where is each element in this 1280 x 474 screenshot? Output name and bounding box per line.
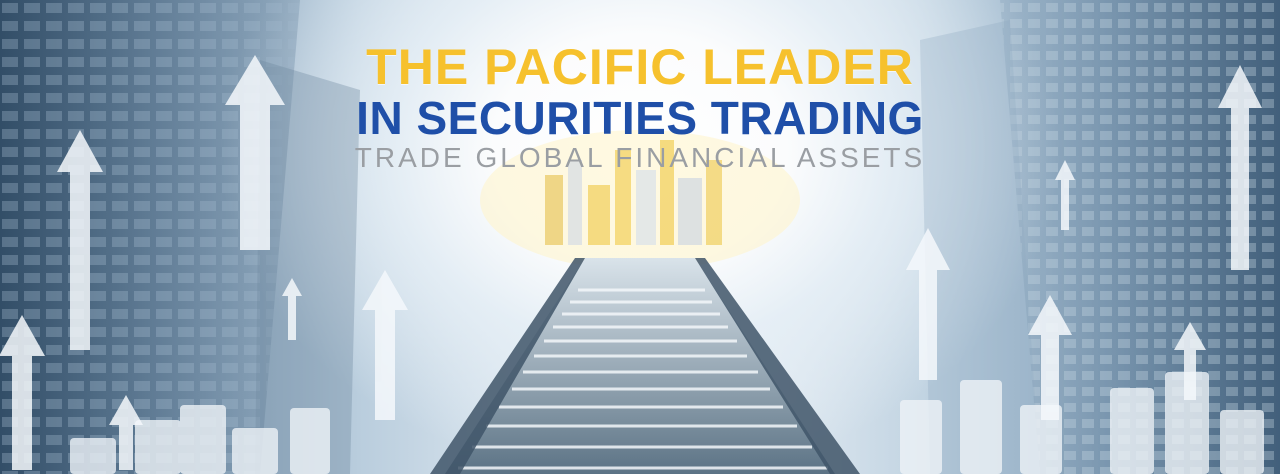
- coin-stacks: [70, 372, 1264, 474]
- headline-line-2: IN SECURITIES TRADING: [356, 92, 924, 144]
- right-skyscraper: [920, 0, 1280, 474]
- tagline: TRADE GLOBAL FINANCIAL ASSETS: [354, 142, 926, 173]
- left-skyscraper: [0, 0, 360, 474]
- headline-line-1: THE PACIFIC LEADER: [366, 39, 914, 95]
- city-skyline: [480, 130, 800, 270]
- staircase: [430, 258, 860, 474]
- up-arrows: [0, 55, 1262, 470]
- hero-headline: THE PACIFIC LEADER IN SECURITIES TRADING…: [0, 40, 1280, 174]
